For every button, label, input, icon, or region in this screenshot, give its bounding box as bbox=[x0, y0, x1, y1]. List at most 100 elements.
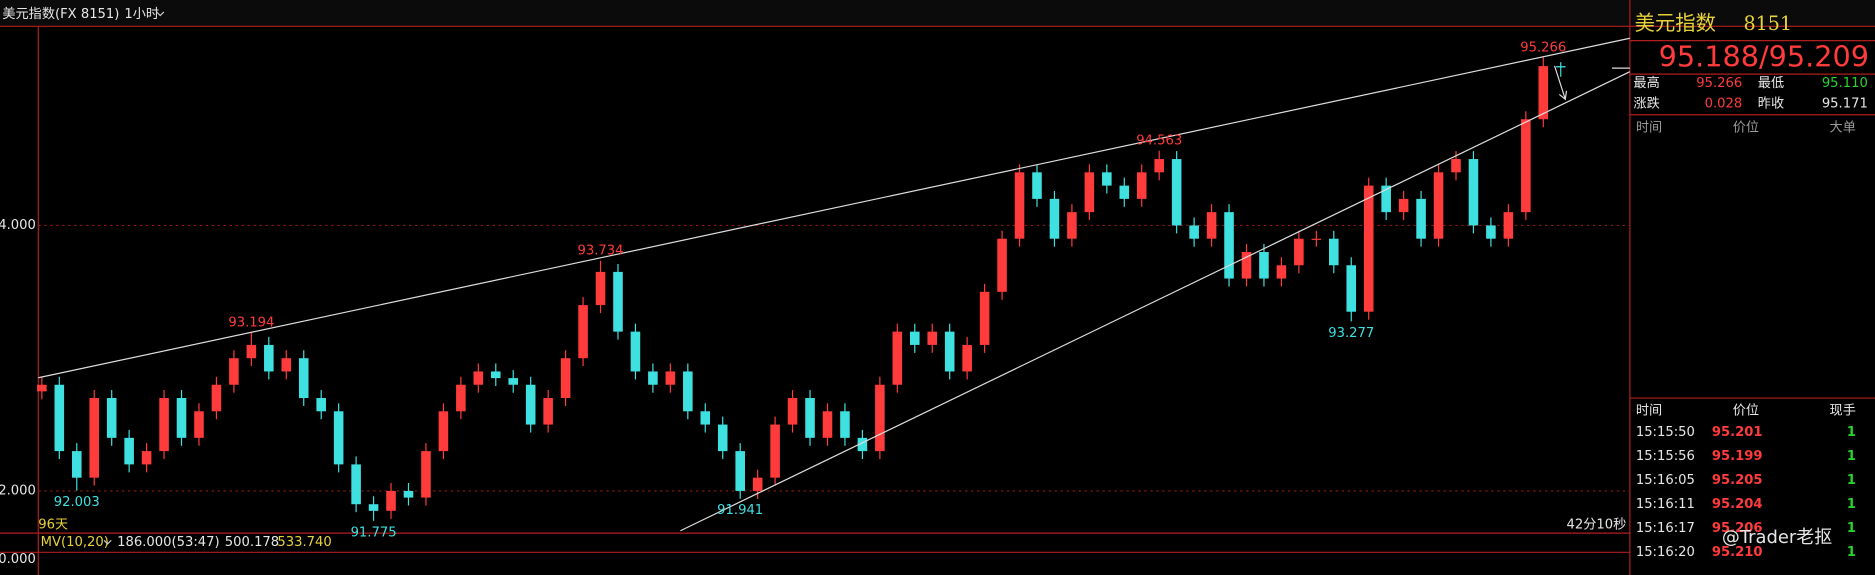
candle-body bbox=[1067, 212, 1077, 239]
candle-body bbox=[456, 384, 466, 412]
candle-body bbox=[683, 371, 693, 412]
candle-body bbox=[1189, 225, 1199, 239]
candle-body bbox=[438, 411, 449, 452]
peak-label: 94.563 bbox=[1136, 134, 1182, 149]
field-label: 昨收 bbox=[1758, 96, 1784, 112]
tick-time: 15:15:50 bbox=[1636, 425, 1695, 440]
peak-label: 93.194 bbox=[228, 315, 274, 330]
candle-body bbox=[1294, 238, 1304, 266]
candle-body bbox=[1084, 172, 1095, 213]
candle-body bbox=[194, 411, 204, 438]
quote-fields: 最高 95.266 最低 95.110 涨跌 0.028 昨收 95.171 bbox=[1633, 74, 1867, 111]
candle-body bbox=[298, 358, 309, 399]
candle-body bbox=[1241, 251, 1252, 279]
candle-body bbox=[1486, 225, 1496, 239]
trough-label: 92.003 bbox=[54, 495, 100, 510]
candle-body bbox=[648, 371, 658, 385]
candle-body bbox=[560, 358, 571, 399]
candle-body bbox=[997, 238, 1007, 292]
quote-price: 95.188/95.209 bbox=[1659, 40, 1869, 74]
indicator-name[interactable]: MV(10,20) bbox=[41, 535, 109, 550]
candle-body bbox=[333, 411, 344, 465]
candle-body bbox=[71, 451, 82, 478]
candle-body bbox=[979, 291, 990, 345]
col-header: 价位 bbox=[1733, 119, 1759, 135]
indicator-value: 186.000(53:47) bbox=[117, 535, 219, 550]
indicator-value: 500.178 bbox=[225, 535, 279, 550]
top-bar bbox=[0, 0, 1875, 27]
candle-body bbox=[1451, 159, 1461, 173]
tick-volume: 1 bbox=[1847, 425, 1856, 440]
candle-body bbox=[124, 437, 134, 465]
candle-body bbox=[403, 490, 414, 498]
candle-body bbox=[229, 358, 239, 385]
candle-body bbox=[1468, 159, 1479, 226]
tick-volume: 1 bbox=[1847, 521, 1856, 536]
candle-body bbox=[1503, 212, 1514, 239]
trough-label: 91.775 bbox=[351, 525, 397, 540]
candle-body bbox=[700, 411, 711, 425]
candle-body bbox=[368, 504, 379, 511]
candle-body bbox=[37, 384, 47, 392]
candle-body bbox=[927, 331, 938, 345]
candle-body bbox=[281, 358, 292, 372]
tick-time: 15:15:56 bbox=[1636, 449, 1695, 464]
candle-body bbox=[316, 398, 326, 412]
tick-time: 15:16:11 bbox=[1636, 497, 1695, 512]
candle-body bbox=[1329, 238, 1339, 266]
tick-time: 15:16:17 bbox=[1636, 521, 1695, 536]
candle-body bbox=[840, 411, 850, 438]
candle-body bbox=[264, 344, 274, 372]
candle-body bbox=[246, 344, 257, 359]
candle-body bbox=[1398, 198, 1409, 213]
candle-body bbox=[1276, 265, 1287, 279]
candle-body bbox=[1311, 238, 1322, 240]
plot: 92.000 94.000 bbox=[0, 57, 1630, 521]
period[interactable]: 1小时 bbox=[124, 6, 159, 22]
countdown: 42分10秒 bbox=[1567, 516, 1627, 532]
candle-body bbox=[1381, 185, 1391, 213]
candle-body bbox=[1555, 66, 1566, 68]
candle-body bbox=[543, 398, 553, 425]
field-value: 0.028 bbox=[1705, 97, 1743, 112]
candle-body bbox=[1032, 172, 1042, 199]
candle-body bbox=[1014, 172, 1025, 239]
trendline bbox=[680, 71, 1631, 532]
candle-body bbox=[1049, 198, 1060, 239]
tick-list: 时间 价位 现手 15:15:50 95.201 1 15:15:56 95.199 1 15:1… bbox=[1636, 403, 1856, 560]
bar-count: 96天 bbox=[38, 517, 68, 532]
candle-body bbox=[211, 384, 222, 412]
tick-volume: 1 bbox=[1847, 497, 1856, 512]
candle-body bbox=[962, 344, 972, 372]
candle-body bbox=[578, 305, 588, 359]
candle-body bbox=[735, 451, 745, 491]
dropdown bbox=[156, 11, 165, 17]
field-value: 95.171 bbox=[1822, 97, 1868, 112]
candle-body bbox=[630, 331, 641, 372]
col-header: 时间 bbox=[1636, 119, 1662, 135]
candle-body bbox=[787, 398, 798, 425]
candle-body bbox=[1154, 159, 1164, 173]
tick-price: 95.210 bbox=[1712, 545, 1763, 560]
candle-body bbox=[141, 451, 152, 465]
symbol: 美元指数(FX 8151) bbox=[2, 6, 119, 22]
tick-price: 95.199 bbox=[1712, 449, 1763, 464]
tick-price: 95.205 bbox=[1712, 473, 1763, 488]
indicator-value: 533.740 bbox=[277, 535, 331, 550]
field-label: 最高 bbox=[1633, 74, 1659, 91]
y-tick-label: 94.000 bbox=[0, 218, 36, 233]
field-value: 95.266 bbox=[1696, 76, 1742, 91]
candle-body bbox=[1346, 265, 1357, 312]
col-header: 价位 bbox=[1733, 403, 1759, 419]
trendline bbox=[38, 37, 1630, 379]
candle-body bbox=[1259, 251, 1269, 279]
candle-body bbox=[717, 424, 728, 452]
tick-volume: 1 bbox=[1847, 473, 1856, 488]
trough-label: 93.277 bbox=[1328, 326, 1374, 341]
candle-body bbox=[525, 384, 536, 425]
candle-body bbox=[805, 398, 815, 438]
candle-body bbox=[1538, 66, 1549, 120]
candle-body bbox=[1136, 172, 1147, 199]
